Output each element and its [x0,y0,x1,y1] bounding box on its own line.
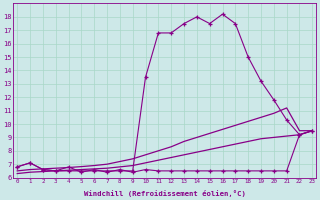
X-axis label: Windchill (Refroidissement éolien,°C): Windchill (Refroidissement éolien,°C) [84,190,246,197]
